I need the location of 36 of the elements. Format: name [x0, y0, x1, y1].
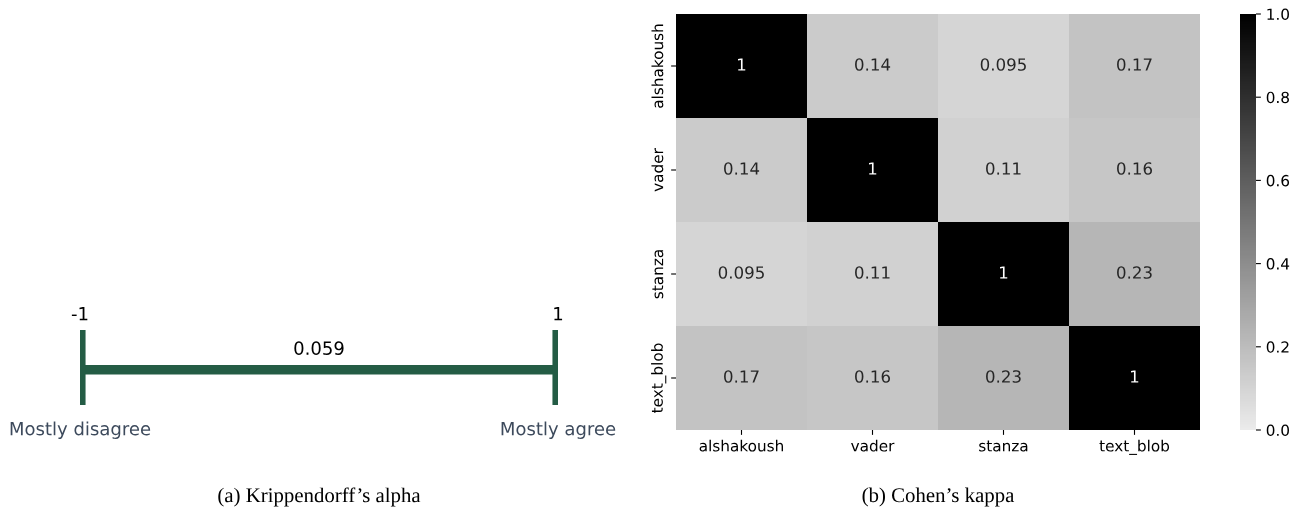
data-label: 0.16 [1117, 162, 1153, 175]
data-label: 1 [1131, 370, 1139, 383]
x-tick-label: alshakoush [699, 439, 783, 452]
data-label: 0.17 [724, 370, 759, 383]
color-bar-label: 0.8 [1266, 91, 1289, 104]
data-label: 1 [1000, 266, 1008, 279]
data-label: 0.23 [986, 370, 1021, 383]
text: (b) Cohen’s kappa [862, 487, 1015, 507]
text: Mostly disagree [10, 421, 151, 439]
data-label: 0.095 [980, 58, 1026, 71]
color-bar-label: 0.4 [1266, 258, 1290, 270]
data-label: 0.11 [855, 266, 890, 279]
data-label: 1 [869, 162, 877, 175]
x-tick-label: text_blob [1099, 439, 1170, 455]
x-tick-label: stanza [979, 440, 1028, 452]
text: 0.059 [294, 341, 344, 355]
text: (a) Krippendorff’s alpha [218, 487, 421, 507]
data-label: 0.16 [855, 370, 891, 383]
data-label: 0.23 [1117, 266, 1152, 279]
text: Mostly agree [501, 421, 616, 439]
data-label: 0.17 [1117, 58, 1152, 71]
y-tick-label: vader [651, 148, 664, 192]
data-label: 0.14 [724, 162, 760, 175]
color-bar-label: 0.6 [1266, 174, 1290, 187]
data-label: 0.095 [718, 266, 764, 279]
color-bar-label: 0.2 [1266, 341, 1289, 353]
data-label: 1 [738, 58, 746, 71]
x-tick-label: vader [851, 439, 895, 452]
y-tick-label: stanza [652, 250, 664, 299]
color-bar-label: 0.0 [1266, 424, 1289, 437]
y-tick-label: alshakoush [651, 24, 664, 108]
text: -1 [71, 307, 88, 321]
data-label: 0.11 [986, 162, 1021, 175]
color-bar-label: 1.0 [1267, 8, 1289, 21]
text: 1 [554, 307, 563, 321]
data-label: 0.14 [855, 58, 891, 71]
